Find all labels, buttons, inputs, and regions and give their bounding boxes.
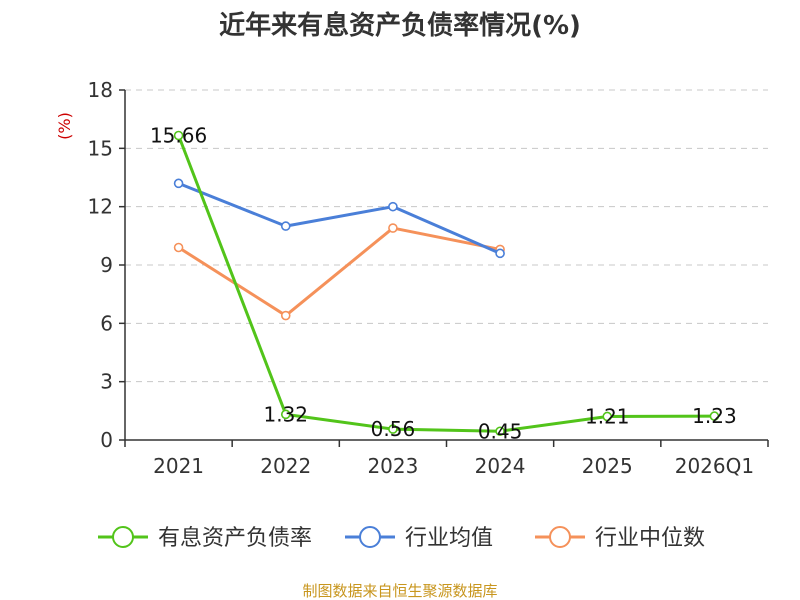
x-tick-label: 2024 — [475, 454, 526, 478]
axis-layer: 0 3 6 9 12 15 18 2021 2022 2023 2024 2025 2026Q1 — [88, 78, 769, 478]
legend-label: 有息资产负债率 — [158, 526, 312, 551]
y-axis-unit: (%) — [55, 112, 74, 140]
data-point-1[interactable] — [495, 248, 505, 259]
legend-swatch-marker — [549, 526, 571, 548]
data-point-0[interactable] — [602, 411, 613, 422]
data-label: 0.56 — [371, 417, 416, 441]
series-layer — [173, 130, 720, 437]
x-tick-label: 2026Q1 — [675, 454, 754, 478]
legend-swatch-marker — [359, 526, 381, 548]
legend-swatch-marker — [112, 526, 134, 548]
data-point-2[interactable] — [173, 242, 184, 253]
data-point-1[interactable] — [388, 201, 398, 212]
source-note: 制图数据来自恒生聚源数据库 — [302, 582, 497, 600]
data-label: 1.32 — [263, 402, 308, 426]
chart-title: 近年来有息资产负债率情况(%) — [219, 10, 581, 41]
data-point-2[interactable] — [280, 310, 291, 321]
data-label: 0.45 — [478, 419, 523, 443]
y-tick-label: 12 — [88, 195, 113, 219]
legend-item-0[interactable]: 有息资产负债率 — [98, 526, 312, 551]
data-label: 1.21 — [585, 404, 630, 428]
grid-layer — [125, 89, 768, 383]
y-tick-label: 3 — [100, 370, 113, 394]
y-tick-label: 9 — [100, 253, 113, 277]
data-label-layer: 15.66 1.32 0.56 0.45 1.21 1.23 — [150, 124, 737, 444]
data-point-0[interactable] — [173, 130, 184, 141]
legend[interactable]: 有息资产负债率 行业均值 行业中位数 — [98, 526, 705, 551]
x-tick-label: 2025 — [582, 454, 633, 478]
data-point-1[interactable] — [280, 221, 291, 231]
legend-label: 行业均值 — [405, 526, 493, 551]
y-tick-label: 15 — [88, 136, 113, 160]
data-point-0[interactable] — [495, 426, 505, 437]
data-point-1[interactable] — [173, 178, 184, 189]
x-tick-label: 2021 — [153, 454, 204, 478]
legend-label: 行业中位数 — [595, 526, 705, 551]
y-tick-label: 6 — [100, 311, 113, 335]
series-line-1 — [178, 181, 501, 255]
y-tick-label: 18 — [88, 78, 113, 102]
legend-item-2[interactable]: 行业中位数 — [535, 526, 705, 551]
legend-item-1[interactable]: 行业均值 — [345, 526, 493, 551]
data-label: 15.66 — [150, 124, 207, 148]
data-point-2[interactable] — [388, 223, 398, 233]
data-point-0[interactable] — [280, 409, 291, 420]
y-tick-label: 0 — [100, 428, 113, 452]
data-point-0[interactable] — [388, 424, 398, 434]
series-line-2 — [177, 226, 501, 318]
x-tick-label: 2022 — [260, 454, 311, 478]
data-point-0[interactable] — [709, 411, 720, 421]
x-tick-label: 2023 — [367, 454, 418, 478]
data-label: 1.23 — [692, 404, 737, 428]
series-line-0 — [177, 134, 715, 433]
